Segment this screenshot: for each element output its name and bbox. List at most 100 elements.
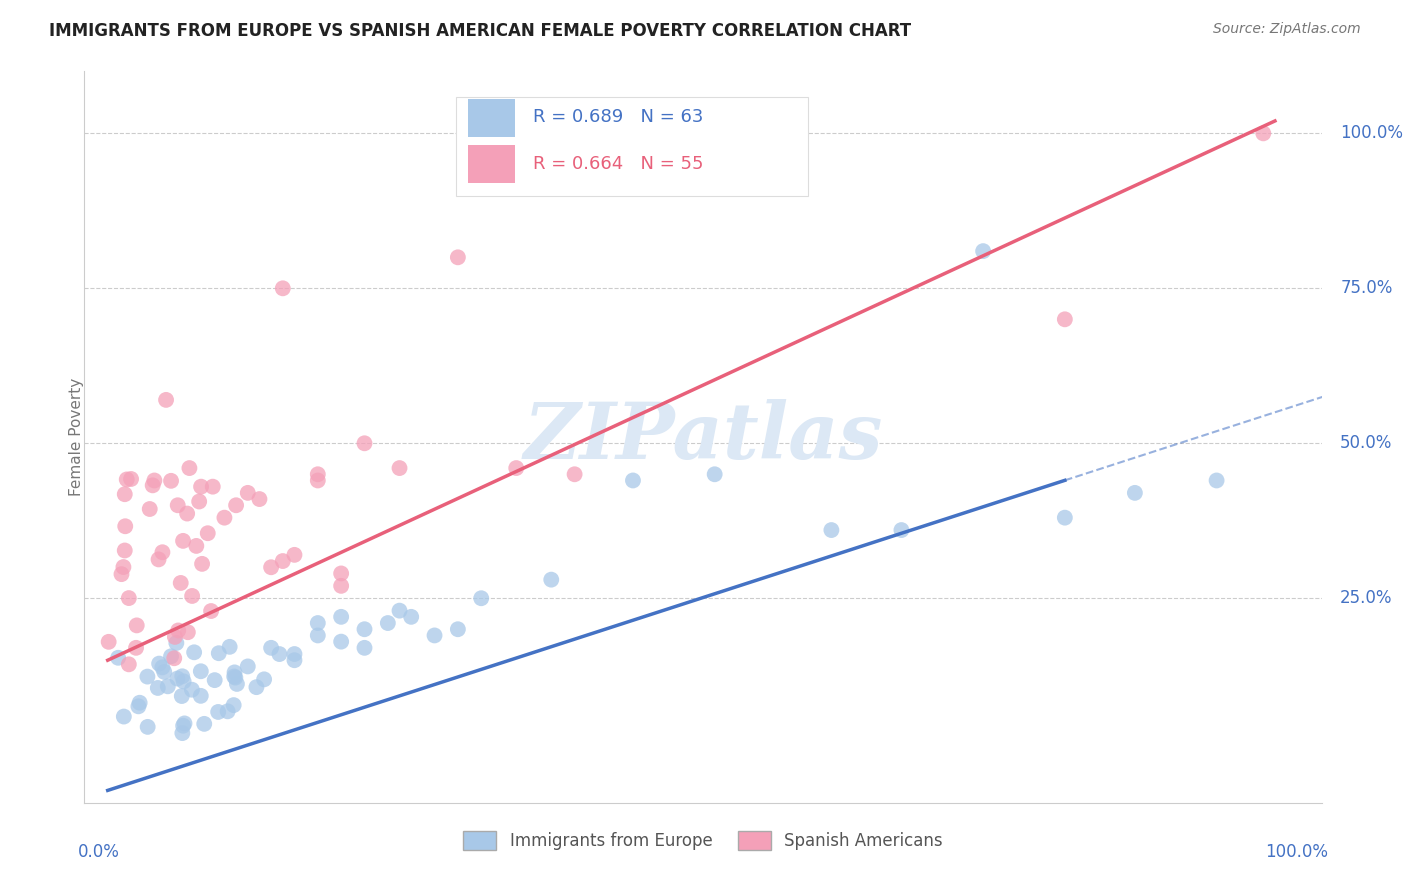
Point (399, 610, 422, 624)
Point (222, 698, 245, 712)
Point (114, 519, 136, 533)
Text: R = 0.689   N = 63: R = 0.689 N = 63 (533, 109, 704, 127)
FancyBboxPatch shape (456, 97, 808, 195)
Point (172, 533, 194, 548)
Point (156, 679, 179, 693)
Point (190, 689, 212, 703)
Point (200, 604, 222, 618)
Point (107, 650, 129, 665)
Text: 0.0%: 0.0% (79, 843, 120, 861)
Point (179, 461, 201, 475)
Point (191, 557, 214, 571)
Point (110, 567, 132, 582)
Point (540, 573, 562, 587)
Point (97, 635, 120, 649)
Point (820, 523, 842, 537)
Point (890, 523, 912, 537)
Point (353, 640, 375, 655)
Text: 75.0%: 75.0% (1340, 279, 1392, 297)
Point (236, 659, 259, 673)
Point (125, 640, 148, 655)
Point (172, 719, 194, 733)
Point (1053, 510, 1076, 524)
Point (173, 674, 195, 689)
Point (388, 461, 411, 475)
Point (260, 640, 283, 655)
Point (226, 677, 249, 691)
FancyBboxPatch shape (468, 99, 515, 137)
Text: R = 0.664   N = 55: R = 0.664 N = 55 (533, 155, 704, 173)
Point (150, 660, 173, 674)
Point (148, 657, 170, 671)
Point (253, 673, 276, 687)
Point (217, 704, 239, 718)
Point (208, 646, 231, 660)
Point (160, 649, 183, 664)
Point (224, 671, 246, 685)
Point (127, 699, 149, 714)
Point (160, 474, 183, 488)
Point (152, 545, 174, 559)
Point (283, 653, 305, 667)
Point (224, 669, 246, 683)
Point (1205, 474, 1227, 488)
Point (125, 618, 148, 632)
Point (204, 673, 226, 687)
Point (214, 510, 236, 524)
Point (177, 625, 200, 640)
Point (224, 665, 246, 680)
Point (167, 624, 190, 638)
Text: ZIPatlas: ZIPatlas (523, 399, 883, 475)
Point (470, 591, 492, 606)
Text: 100.0%: 100.0% (1265, 843, 1327, 861)
Point (245, 680, 267, 694)
Point (307, 474, 329, 488)
Point (143, 474, 166, 488)
Point (307, 628, 329, 642)
Point (505, 461, 527, 475)
Point (330, 610, 353, 624)
Point (377, 615, 399, 630)
Point (165, 636, 187, 650)
Point (148, 552, 170, 566)
Point (188, 494, 211, 508)
Point (201, 480, 224, 494)
Text: 100.0%: 100.0% (1340, 124, 1403, 143)
Point (564, 467, 586, 482)
Point (330, 634, 353, 648)
Point (118, 657, 141, 672)
Point (112, 560, 135, 574)
Point (1251, 126, 1274, 140)
Point (115, 472, 138, 486)
Point (249, 491, 271, 506)
Point (260, 560, 283, 574)
Point (170, 576, 193, 591)
Point (283, 647, 305, 661)
Point (703, 467, 725, 482)
Point (447, 250, 470, 264)
Point (136, 720, 159, 734)
Y-axis label: Female Poverty: Female Poverty (69, 378, 83, 496)
Point (236, 486, 259, 500)
Point (138, 502, 160, 516)
Point (353, 436, 375, 450)
Point (114, 543, 136, 558)
Point (269, 647, 291, 661)
Point (155, 392, 177, 407)
Point (190, 480, 212, 494)
Point (330, 579, 353, 593)
Point (163, 651, 186, 665)
Point (112, 709, 135, 723)
Point (972, 244, 994, 259)
Point (193, 717, 215, 731)
Point (447, 622, 470, 636)
Text: 50.0%: 50.0% (1340, 434, 1392, 452)
Point (423, 628, 446, 642)
Point (128, 696, 150, 710)
Point (120, 472, 142, 486)
Point (172, 726, 194, 740)
Point (353, 622, 375, 636)
Point (271, 554, 294, 568)
Point (1053, 312, 1076, 326)
Point (173, 716, 195, 731)
